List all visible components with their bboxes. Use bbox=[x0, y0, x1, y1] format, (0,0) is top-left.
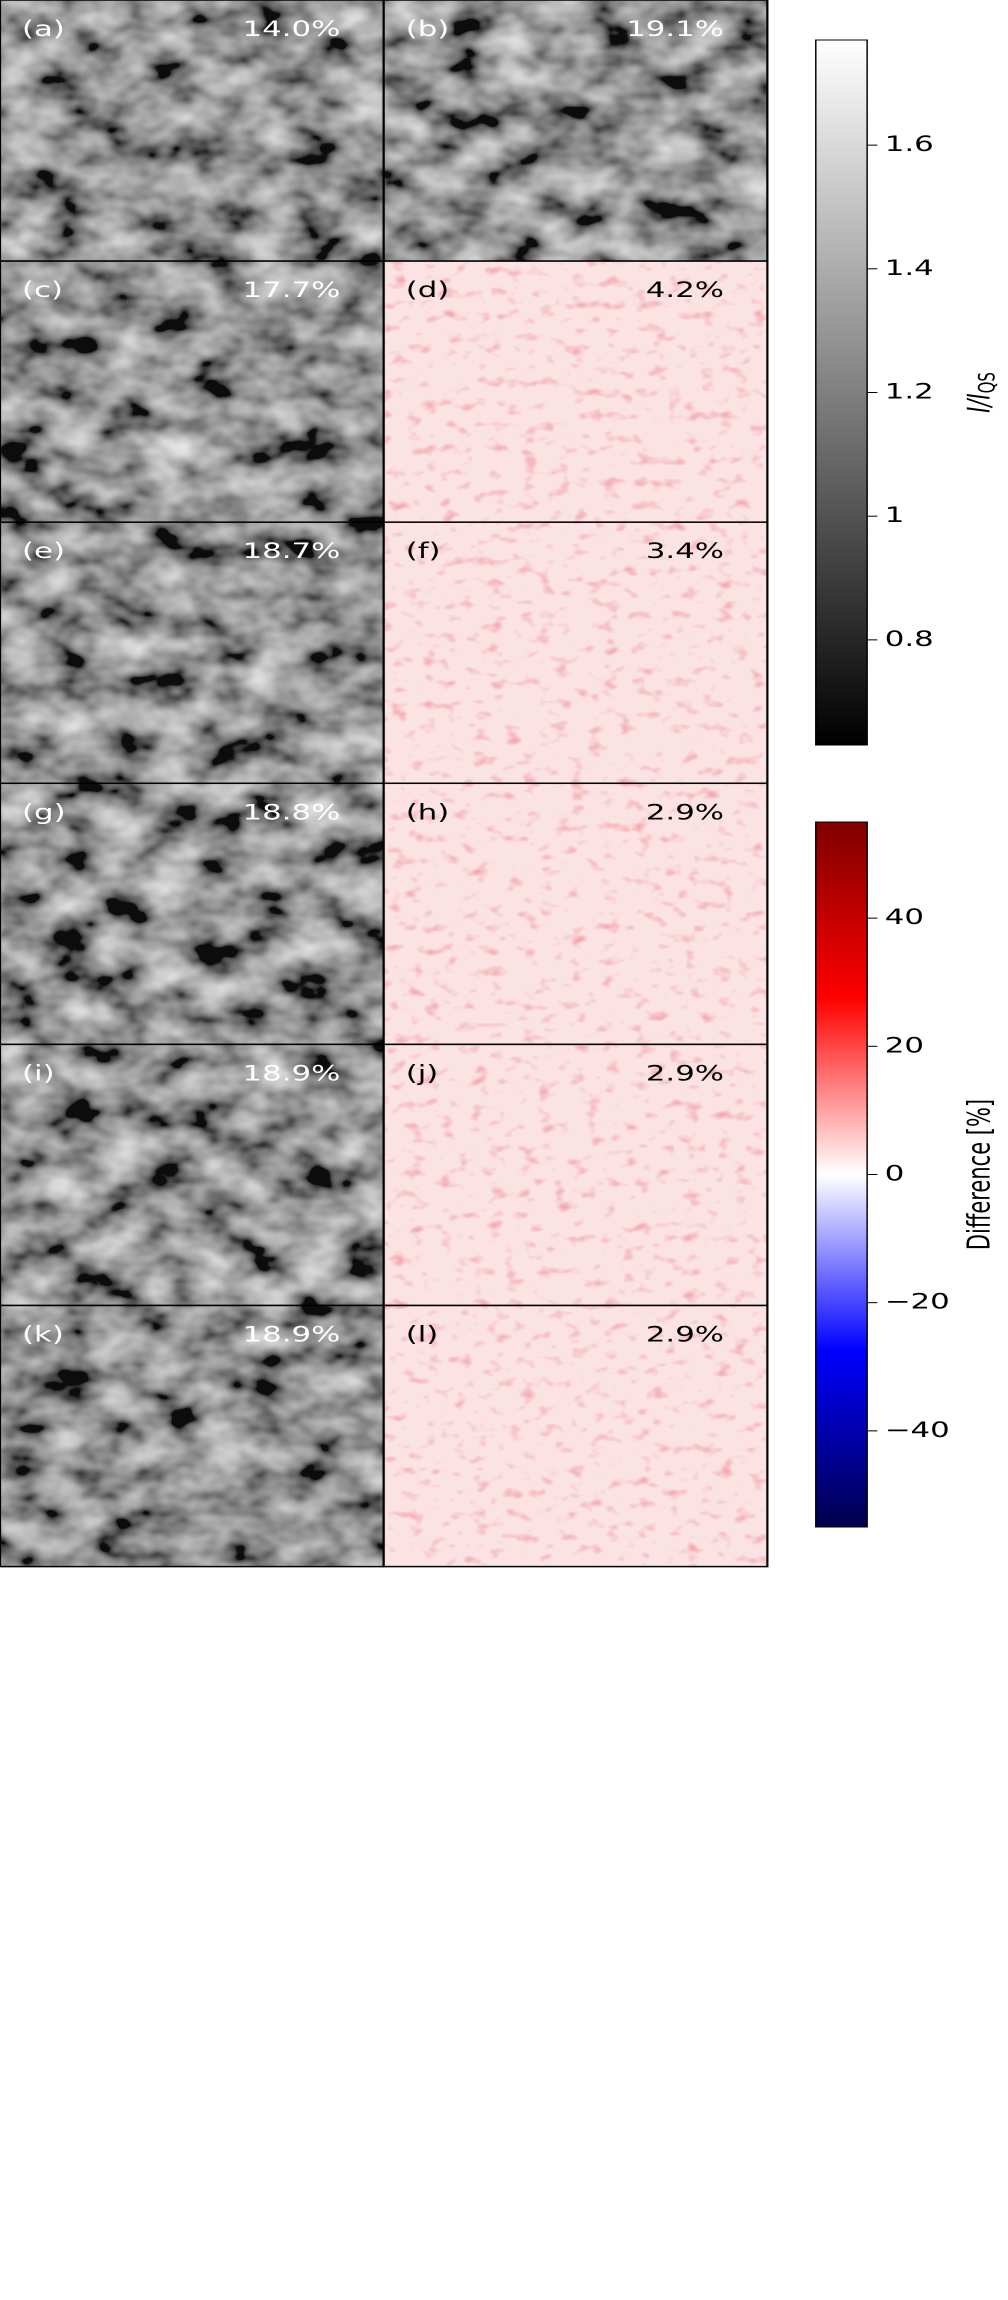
colorbar: 0.8 1 1.2 1.4 1.6 I/IQS bbox=[815, 39, 1000, 746]
panel: (i) 18.9% bbox=[0, 1043, 385, 1307]
colorbar-tick-label: −40 bbox=[885, 1419, 950, 1443]
panel: (c) 17.7% bbox=[0, 260, 385, 523]
colorbar-fill bbox=[815, 39, 868, 746]
panel-label: (d) bbox=[406, 279, 450, 303]
panel-value: 19.1% bbox=[626, 18, 724, 42]
panel: (h) 2.9% bbox=[382, 782, 769, 1046]
panel-value: 3.4% bbox=[646, 540, 724, 564]
panel-frame bbox=[382, 1304, 769, 1568]
panel-texture bbox=[0, 0, 384, 262]
panel-label: (h) bbox=[406, 801, 450, 825]
panel-label: (i) bbox=[22, 1062, 55, 1086]
panel-value: 18.9% bbox=[243, 1323, 341, 1347]
panel-label: (b) bbox=[406, 18, 450, 42]
panel-label: (g) bbox=[22, 801, 66, 825]
panel: (g) 18.8% bbox=[0, 782, 385, 1046]
panel: (f) 3.4% bbox=[382, 521, 769, 785]
panel-label: (l) bbox=[406, 1323, 439, 1347]
panel-label: (k) bbox=[22, 1323, 64, 1347]
colorbar-fill bbox=[815, 821, 868, 1528]
colorbar-label: I/IQS bbox=[962, 372, 1000, 413]
panel: (b) 19.1% bbox=[382, 0, 769, 262]
panel-value: 18.8% bbox=[243, 801, 341, 825]
panel-label: (c) bbox=[22, 279, 63, 303]
panel-texture bbox=[0, 783, 384, 1045]
panel-grid: (a) 14.0% (b) 19.1%(c) 17.7% (d) 4.2%(e) 18.7%(… bbox=[0, 0, 769, 1568]
panel: (d) 4.2% bbox=[382, 260, 769, 523]
panel-label: (a) bbox=[22, 18, 65, 42]
panel: (e) 18.7% bbox=[0, 521, 385, 785]
panel-texture bbox=[0, 261, 384, 523]
panel-value: 2.9% bbox=[646, 1323, 724, 1347]
colorbar-tick-label: 1.4 bbox=[885, 256, 934, 280]
panel-value: 4.2% bbox=[646, 279, 724, 303]
panel-texture bbox=[383, 522, 768, 784]
panel-texture bbox=[0, 522, 384, 784]
colorbar-label-main: I/I bbox=[962, 393, 997, 413]
colorbar-label: Difference [%] bbox=[962, 1099, 997, 1250]
colorbar-tick-label: 0.8 bbox=[885, 628, 934, 652]
colorbar-tick-label: −20 bbox=[885, 1290, 950, 1314]
panel: (a) 14.0% bbox=[0, 0, 385, 262]
panel-texture bbox=[383, 1305, 768, 1567]
panel-texture bbox=[383, 1044, 768, 1306]
panel: (l) 2.9% bbox=[382, 1304, 769, 1568]
panel-value: 17.7% bbox=[243, 279, 341, 303]
panel-texture bbox=[383, 261, 768, 523]
panel-texture bbox=[0, 1305, 384, 1567]
colorbar-label-subscript: QS bbox=[975, 372, 1000, 393]
panel-value: 2.9% bbox=[646, 801, 724, 825]
panel: (j) 2.9% bbox=[382, 1043, 769, 1307]
panel-texture bbox=[383, 783, 768, 1045]
colorbar-tick-label: 40 bbox=[885, 906, 924, 930]
colorbar-tick-label: 1.6 bbox=[885, 133, 934, 157]
panel-value: 18.9% bbox=[243, 1062, 341, 1086]
panel-texture bbox=[0, 1044, 384, 1306]
panel-texture bbox=[383, 0, 768, 262]
colorbar-tick-label: 1 bbox=[885, 504, 905, 528]
panel-label: (e) bbox=[22, 540, 65, 564]
colorbar-tick-label: 0 bbox=[885, 1162, 905, 1186]
panel-value: 14.0% bbox=[243, 18, 341, 42]
panel-value: 18.7% bbox=[243, 540, 341, 564]
colorbar-tick-label: 1.2 bbox=[885, 380, 934, 404]
panel-label: (j) bbox=[406, 1062, 439, 1086]
panel-value: 2.9% bbox=[646, 1062, 724, 1086]
colorbar-label-main: Difference [%] bbox=[962, 1099, 997, 1250]
panel: (k) 18.9% bbox=[0, 1304, 385, 1568]
colorbars: 0.8 1 1.2 1.4 1.6 I/IQS −40 −20 0 20 40 Difference … bbox=[815, 39, 1000, 1528]
colorbar: −40 −20 0 20 40 Difference [%] bbox=[815, 821, 997, 1528]
panel-label: (f) bbox=[406, 540, 441, 564]
colorbar-tick-label: 20 bbox=[885, 1034, 924, 1058]
